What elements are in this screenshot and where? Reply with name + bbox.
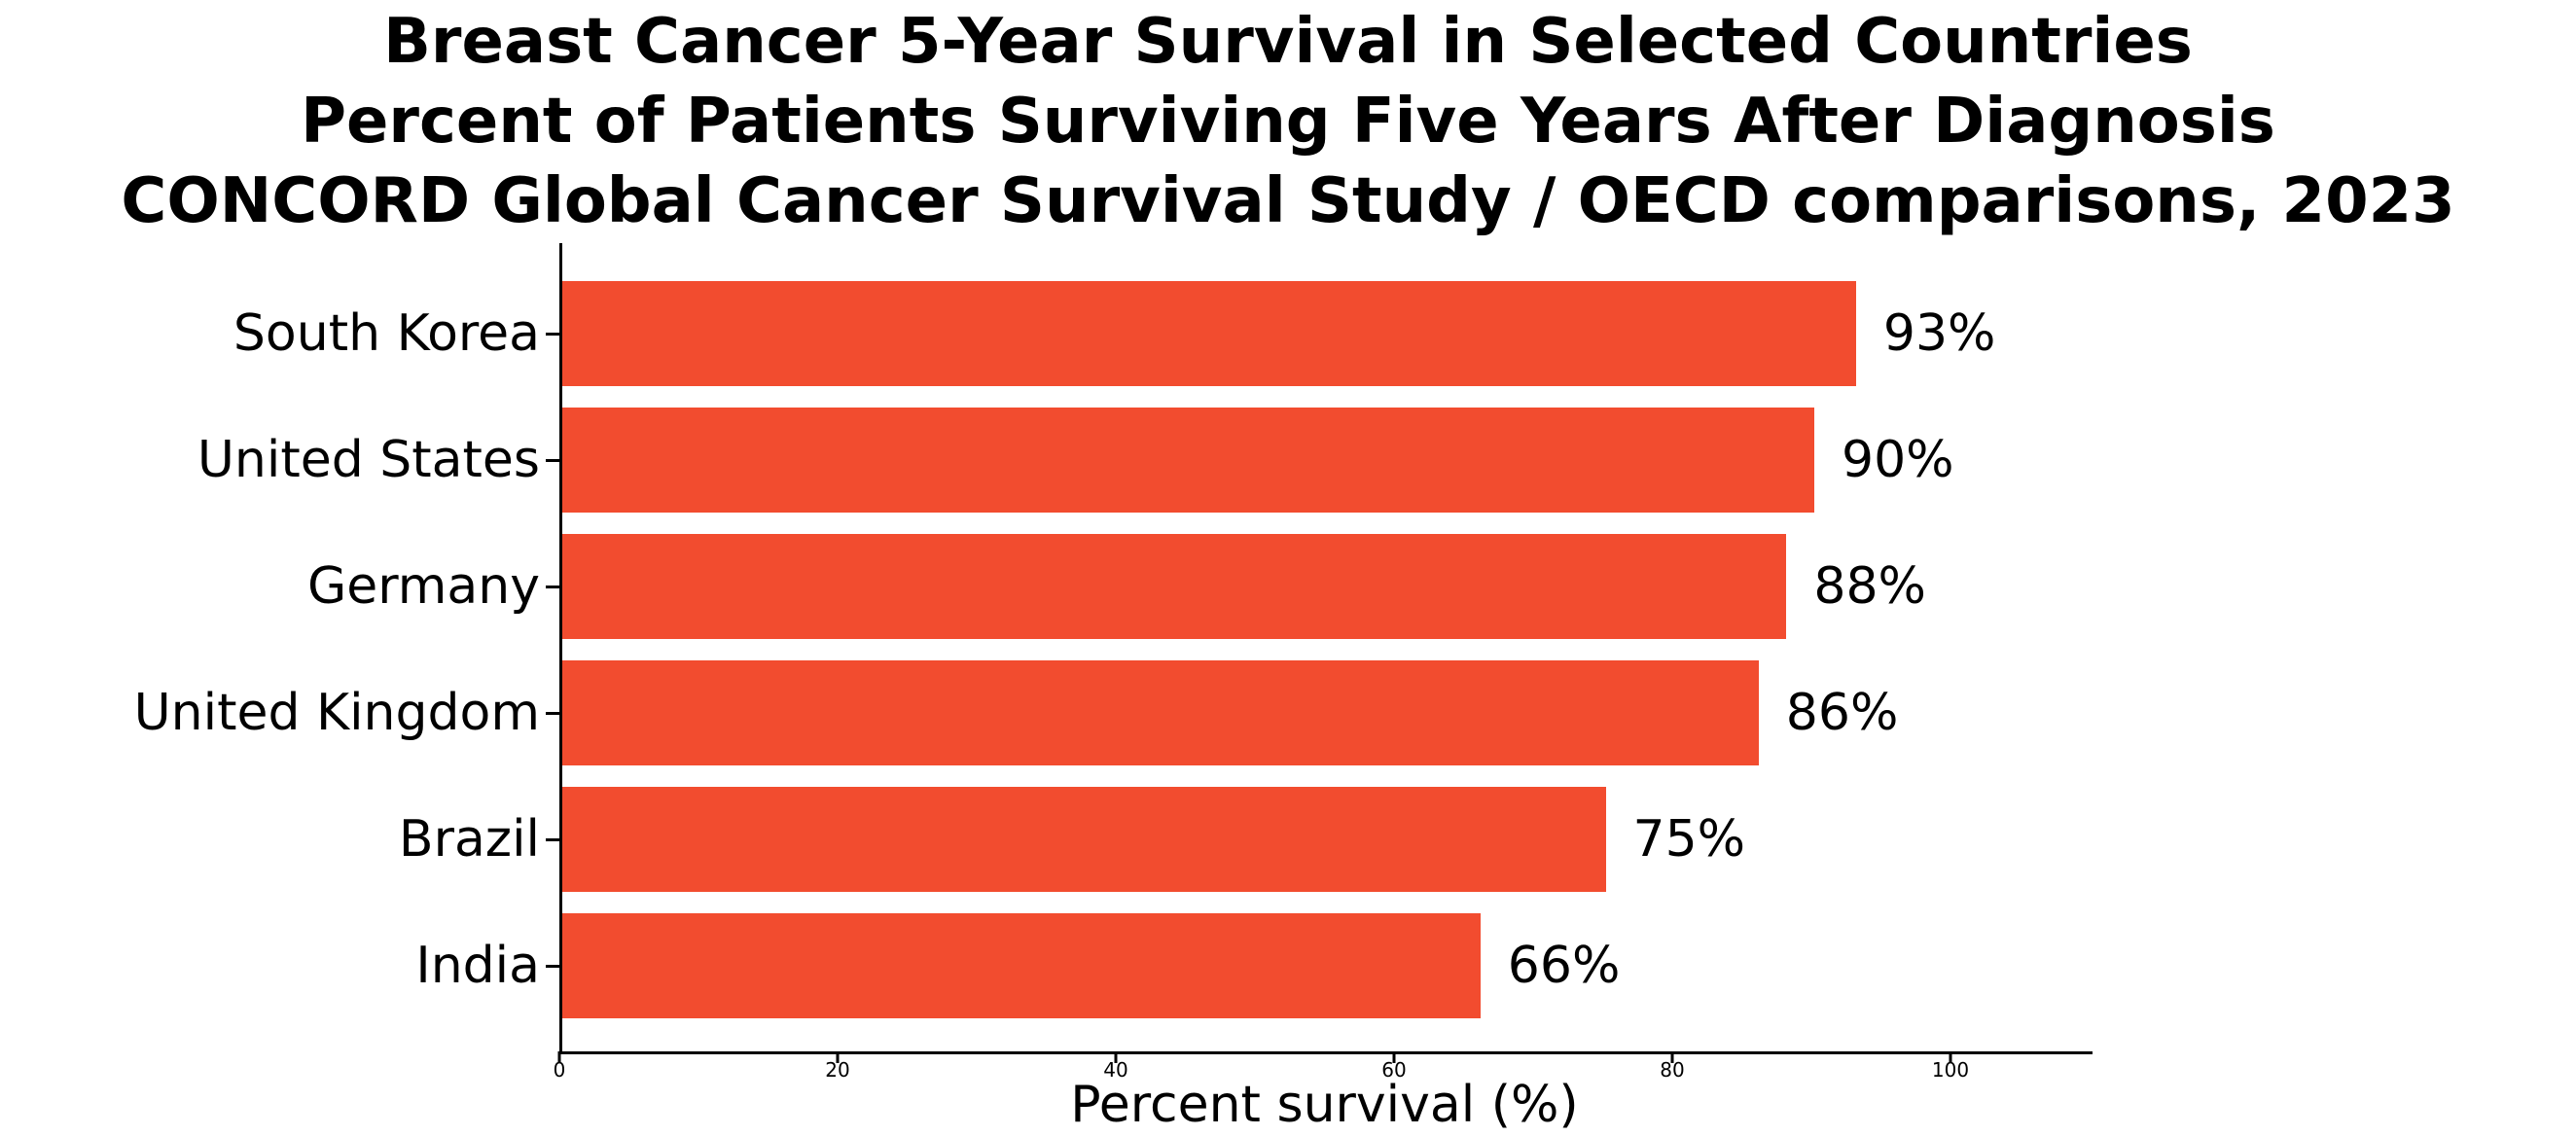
category-label-india: India bbox=[415, 937, 540, 995]
y-tick-mark-united-states bbox=[546, 459, 559, 462]
chart-title-block: Breast Cancer 5-Year Survival in Selecte… bbox=[0, 2, 2576, 241]
value-label-south-korea: 93% bbox=[1882, 304, 1996, 363]
x-axis-label: Percent survival (%) bbox=[1070, 1076, 1579, 1134]
x-tick-label-80: 80 bbox=[1660, 1058, 1685, 1082]
y-tick-mark-south-korea bbox=[546, 333, 559, 336]
bar-germany bbox=[562, 534, 1787, 639]
x-tick-mark-100 bbox=[1949, 1051, 1952, 1063]
plot-area: 93% 90% 88% 86% 75% 66% bbox=[559, 243, 2093, 1054]
bar-brazil bbox=[562, 787, 1606, 892]
x-tick-mark-40 bbox=[1114, 1051, 1118, 1063]
y-tick-mark-brazil bbox=[546, 838, 559, 841]
x-tick-mark-60 bbox=[1392, 1051, 1396, 1063]
bar-united-kingdom bbox=[562, 660, 1759, 765]
category-label-south-korea: South Korea bbox=[233, 304, 540, 363]
value-label-brazil: 75% bbox=[1632, 810, 1746, 869]
chart-subtitle: Percent of Patients Surviving Five Years… bbox=[301, 86, 2275, 158]
y-tick-mark-germany bbox=[546, 586, 559, 588]
y-tick-mark-united-kingdom bbox=[546, 712, 559, 715]
value-label-germany: 88% bbox=[1813, 557, 1926, 616]
category-label-united-kingdom: United Kingdom bbox=[133, 684, 540, 742]
value-label-united-kingdom: 86% bbox=[1785, 684, 1899, 742]
x-tick-label-0: 0 bbox=[553, 1058, 566, 1082]
x-tick-mark-80 bbox=[1670, 1051, 1674, 1063]
category-label-brazil: Brazil bbox=[398, 810, 540, 869]
value-label-india: 66% bbox=[1507, 937, 1621, 995]
bar-india bbox=[562, 913, 1481, 1018]
x-tick-label-100: 100 bbox=[1931, 1058, 1970, 1082]
bar-united-states bbox=[562, 408, 1814, 513]
x-tick-mark-0 bbox=[557, 1051, 561, 1063]
chart-title: Breast Cancer 5-Year Survival in Selecte… bbox=[383, 6, 2193, 78]
x-tick-mark-20 bbox=[836, 1051, 840, 1063]
chart-source-line: CONCORD Global Cancer Survival Study / O… bbox=[121, 165, 2455, 237]
category-label-germany: Germany bbox=[306, 557, 540, 616]
bar-south-korea bbox=[562, 281, 1856, 386]
x-tick-label-60: 60 bbox=[1381, 1058, 1407, 1082]
x-tick-label-40: 40 bbox=[1103, 1058, 1128, 1082]
category-label-united-states: United States bbox=[197, 431, 540, 489]
y-tick-mark-india bbox=[546, 965, 559, 968]
x-tick-label-20: 20 bbox=[825, 1058, 850, 1082]
value-label-united-states: 90% bbox=[1842, 431, 1954, 489]
